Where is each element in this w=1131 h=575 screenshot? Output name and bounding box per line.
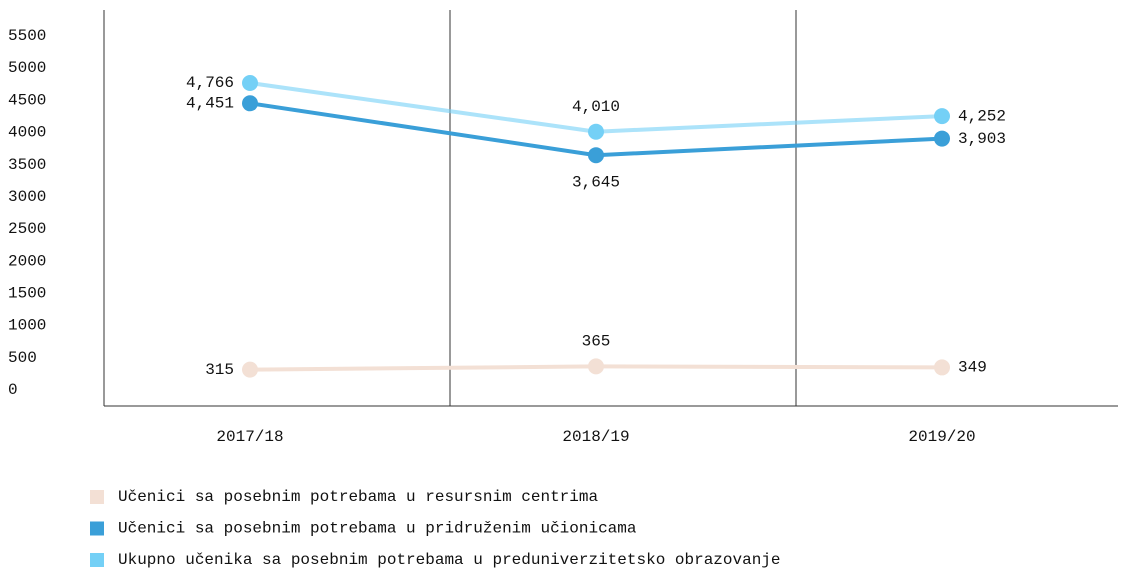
data-label: 4,010 (572, 98, 620, 116)
y-tick-label: 2500 (8, 220, 46, 238)
x-tick-label: 2018/19 (562, 428, 629, 446)
point (934, 108, 950, 125)
data-label: 349 (958, 359, 987, 377)
data-label: 4,252 (958, 107, 1006, 125)
y-tick-label: 4000 (8, 124, 46, 142)
data-label: 4,766 (186, 74, 234, 92)
data-label: 315 (205, 361, 234, 379)
legend-swatch (90, 521, 104, 536)
y-tick-label: 1000 (8, 317, 46, 335)
point (588, 123, 604, 140)
point (934, 130, 950, 147)
legend-swatch (90, 553, 104, 567)
legend-label: Učenici sa posebnim potrebama u resursni… (118, 488, 598, 506)
y-tick-label: 1500 (8, 285, 46, 303)
data-label: 3,645 (572, 173, 620, 191)
legend-label: Učenici sa posebnim potrebama u pridruže… (118, 520, 637, 538)
point (588, 358, 604, 375)
data-label: 3,903 (958, 130, 1006, 148)
legend-swatch (90, 490, 104, 504)
data-label: 365 (582, 333, 611, 351)
data-label: 4,451 (186, 95, 234, 113)
y-tick-label: 0 (8, 381, 18, 399)
point (242, 75, 258, 92)
y-tick-label: 3500 (8, 156, 46, 174)
y-tick-label: 5000 (8, 59, 46, 77)
y-tick-label: 500 (8, 349, 37, 367)
y-tick-label: 2000 (8, 252, 46, 270)
x-tick-label: 2019/20 (908, 428, 975, 446)
point (934, 359, 950, 376)
point (242, 361, 258, 378)
y-tick-label: 3000 (8, 188, 46, 206)
y-tick-label: 4500 (8, 91, 46, 109)
y-tick-label: 5500 (8, 27, 46, 45)
point (588, 147, 604, 164)
point (242, 95, 258, 112)
x-tick-label: 2017/18 (216, 428, 283, 446)
legend-label: Ukupno učenika sa posebnim potrebama u p… (118, 551, 781, 569)
